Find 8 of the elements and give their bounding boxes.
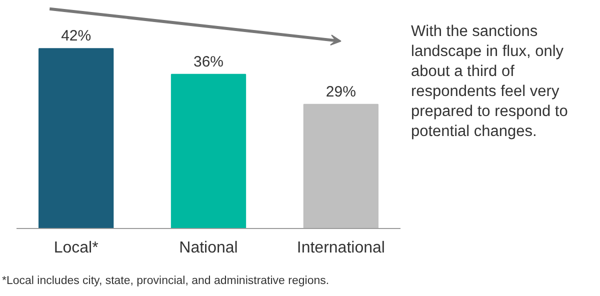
x-tick-label: National	[179, 240, 238, 256]
text: *Local includes city, state, provincial, and administrative regions.	[2, 274, 330, 289]
x-tick-label: International	[296, 240, 385, 256]
data-label: 29%	[326, 83, 356, 100]
data-label: 36%	[193, 53, 224, 70]
data-label: 42%	[61, 28, 92, 45]
text: With the sanctions landscape in flux, only about a third of respondents feel very prepared to respond to potential changes.	[411, 22, 569, 142]
x-tick-label: Local*	[54, 240, 98, 256]
